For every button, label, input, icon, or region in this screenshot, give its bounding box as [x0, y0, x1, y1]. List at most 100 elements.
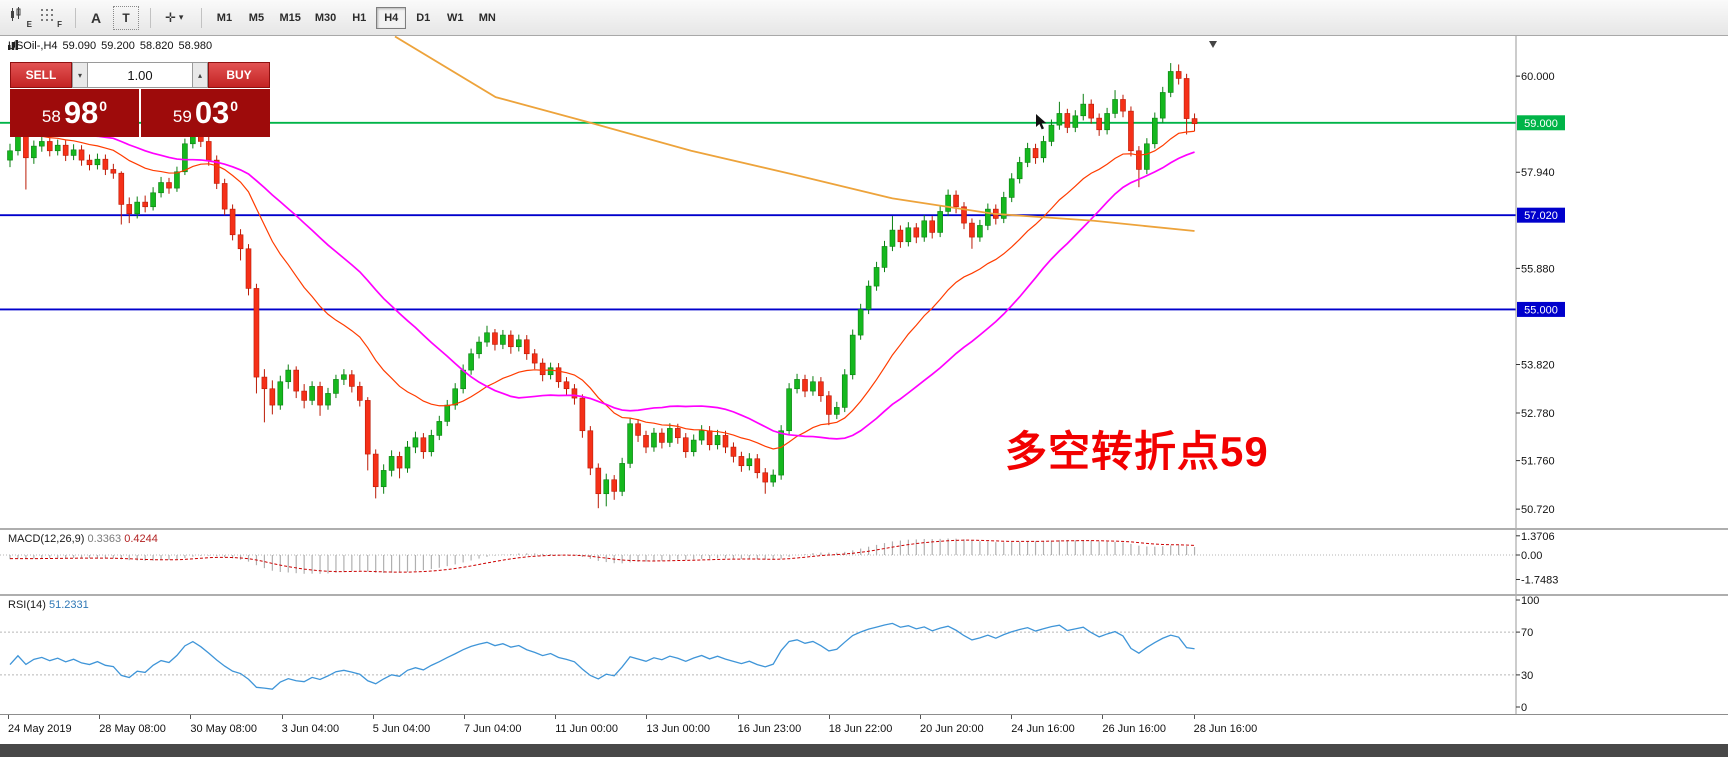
price-tick-55.880: 55.880 — [1521, 263, 1555, 275]
buy-price-pip: 0 — [230, 98, 239, 114]
time-tick — [464, 715, 465, 719]
timeframe-button-d1[interactable]: D1 — [408, 7, 438, 29]
volume-increase-button[interactable]: ▴ — [192, 62, 208, 88]
time-tick — [8, 715, 9, 719]
crosshair-tool-button[interactable]: ✛ ▾ — [158, 6, 190, 30]
time-label: 18 Jun 22:00 — [828, 723, 893, 735]
buy-button[interactable]: BUY — [208, 62, 270, 88]
volume-decrease-button[interactable]: ▾ — [72, 62, 88, 88]
chart-ohlc-header: USOil-,H4 59.090 59.200 58.820 58.980 — [8, 40, 212, 52]
svg-text:55.000: 55.000 — [1524, 304, 1558, 316]
rsi-tick-70: 70 — [1521, 627, 1533, 639]
time-label: 16 Jun 23:00 — [737, 723, 802, 735]
grid-button[interactable]: F — [38, 6, 64, 30]
time-tick — [555, 715, 557, 719]
macd-plot[interactable]: 1.3706 0.00 -1.7483 — [0, 530, 1728, 594]
timeframe-button-mn[interactable]: MN — [472, 7, 502, 29]
svg-text:59.000: 59.000 — [1524, 118, 1558, 130]
buy-price-display: 59 03 0 — [141, 89, 270, 137]
low-value: 58.820 — [139, 40, 174, 52]
time-tick — [190, 715, 192, 719]
rsi-tick-30: 30 — [1521, 670, 1533, 682]
macd-signal-value: 0.4244 — [124, 533, 158, 545]
price-tick-52.780: 52.780 — [1521, 408, 1555, 420]
buy-price-big: 03 — [194, 95, 230, 130]
time-tick — [372, 715, 374, 719]
time-tick — [737, 715, 739, 719]
rsi-value: 51.2331 — [48, 599, 89, 611]
candlestick-chart-icon — [11, 6, 21, 21]
price-tick-57.940: 57.940 — [1521, 167, 1555, 179]
open-value: 59.090 — [62, 40, 97, 52]
svg-text:57.020: 57.020 — [1524, 210, 1558, 222]
sell-price-big: 98 — [63, 95, 99, 130]
macd-panel: 1.3706 0.00 -1.7483 MACD(12,26,9) 0.3363 0… — [0, 528, 1728, 594]
price-tick-53.820: 53.820 — [1521, 359, 1555, 371]
toolbar-separator — [201, 7, 203, 28]
price-tag-55.000: 55.000 — [1517, 301, 1565, 317]
time-tick — [1102, 715, 1104, 719]
rsi-label: RSI(14) — [8, 599, 46, 611]
price-tag-57.020: 57.020 — [1517, 207, 1565, 223]
macd-tick--1.7483: -1.7483 — [1521, 574, 1558, 586]
time-tick — [281, 715, 283, 719]
ma-slow-line — [394, 36, 1195, 232]
macd-label: MACD(12,26,9) — [8, 533, 85, 545]
sell-price-display: 58 98 0 — [10, 89, 139, 137]
chart-annotation: 多空转折点59 — [1005, 428, 1269, 475]
time-tick — [828, 715, 830, 719]
price-tick-50.720: 50.720 — [1521, 504, 1555, 516]
sell-button[interactable]: SELL — [10, 62, 72, 88]
mouse-cursor-icon — [1036, 114, 1047, 130]
timeframe-button-m15[interactable]: M15 — [273, 7, 306, 29]
time-axis[interactable]: 24 May 2019 28 May 08:00 30 May 08:00 3 Jun… — [0, 714, 1728, 744]
macd-tick-0.00: 0.00 — [1521, 550, 1542, 562]
rsi-panel: 100 70 30 0 RSI(14) 51.2331 — [0, 594, 1728, 714]
time-label: 7 Jun 04:00 — [464, 723, 522, 735]
rsi-axis[interactable]: 100 70 30 0 — [1515, 596, 1539, 714]
time-label: 20 Jun 20:00 — [920, 723, 984, 735]
sell-price-pip: 0 — [99, 98, 108, 114]
chevron-down-icon: ▾ — [178, 12, 184, 22]
time-label: 26 Jun 16:00 — [1102, 723, 1167, 735]
macd-axis[interactable]: 1.3706 0.00 -1.7483 — [1515, 530, 1558, 594]
timeframe-button-m30[interactable]: M30 — [309, 7, 342, 29]
rsi-plot[interactable]: 100 70 30 0 — [0, 596, 1728, 714]
time-label: 30 May 08:00 — [190, 723, 258, 735]
text-tool-button[interactable]: T — [113, 5, 139, 30]
time-tick — [99, 715, 101, 719]
time-tick — [1193, 715, 1195, 719]
time-label: 28 May 08:00 — [99, 723, 166, 735]
main-chart-panel: 60.000 57.940 55.880 53.820 52.780 51.760 50.7… — [0, 36, 1728, 528]
time-tick — [920, 715, 921, 719]
time-label: 28 Jun 16:00 — [1193, 723, 1258, 735]
expert-badge: E — [26, 19, 32, 29]
crosshair-icon: ✛ — [165, 9, 176, 25]
macd-histogram — [9, 538, 1196, 574]
grid-badge: F — [57, 19, 62, 29]
time-label: 24 Jun 16:00 — [1011, 723, 1075, 735]
chart-window-icon — [8, 40, 18, 50]
price-axis[interactable]: 60.000 57.940 55.880 53.820 52.780 51.760 50.7… — [1515, 36, 1565, 528]
timeframe-button-h1[interactable]: H1 — [344, 7, 374, 29]
candles — [7, 63, 1198, 509]
toolbar-separator — [75, 7, 76, 28]
symbol-timeframe-label: USOil-,H4 — [8, 40, 58, 52]
rsi-tick-0: 0 — [1521, 702, 1527, 714]
chart-shift-marker[interactable] — [1209, 41, 1217, 48]
price-chart-plot[interactable]: 60.000 57.940 55.880 53.820 52.780 51.760 50.7… — [0, 36, 1728, 528]
timeframe-button-m5[interactable]: M5 — [241, 7, 271, 29]
ma-mid-line — [9, 127, 1195, 440]
expert-chart-button[interactable]: E — [8, 6, 34, 30]
label-tool-button[interactable]: A — [83, 6, 109, 30]
price-tick-51.760: 51.760 — [1521, 456, 1555, 468]
timeframe-button-h4[interactable]: H4 — [376, 6, 407, 29]
time-label: 24 May 2019 — [8, 723, 72, 735]
price-tag-59.000: 59.000 — [1517, 115, 1565, 131]
timeframe-button-w1[interactable]: W1 — [440, 7, 470, 29]
timeframe-button-m1[interactable]: M1 — [209, 7, 239, 29]
time-label: 11 Jun 00:00 — [555, 723, 618, 735]
volume-input[interactable] — [88, 62, 192, 88]
time-tick — [646, 715, 648, 719]
